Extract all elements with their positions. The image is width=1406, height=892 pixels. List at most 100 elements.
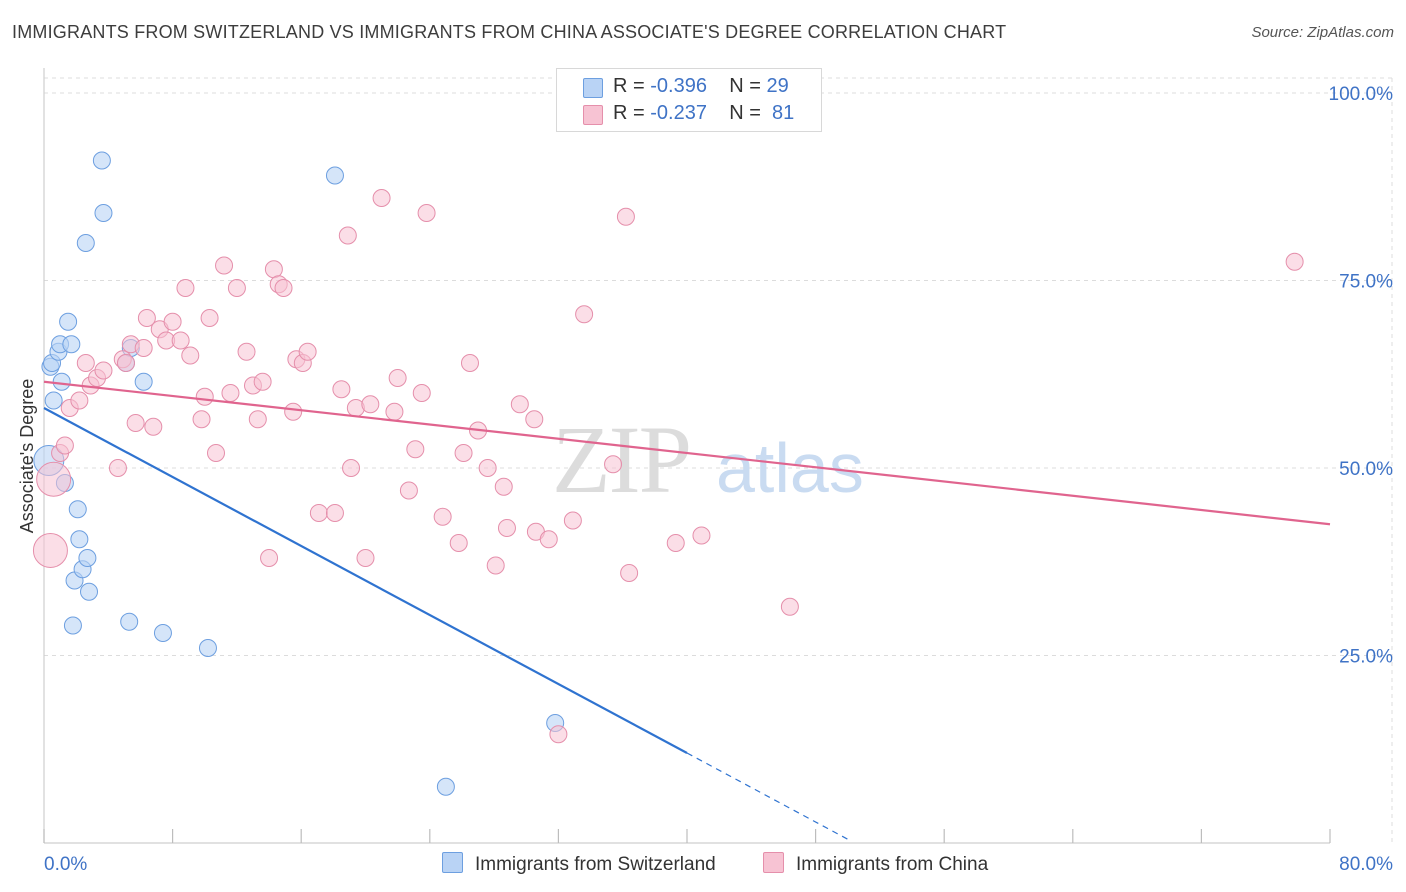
china-point [325, 504, 344, 522]
china-point [510, 395, 529, 414]
legend-n-label: N = [729, 75, 767, 97]
switzerland-point [92, 151, 111, 170]
china-point [134, 339, 153, 357]
china-point [478, 459, 497, 477]
china-point [332, 380, 351, 399]
china-point [36, 461, 72, 497]
china-point [298, 342, 317, 361]
watermark-atlas: atlas [716, 429, 864, 507]
china-point [497, 519, 516, 537]
china-point [563, 511, 582, 530]
legend-r-label: R = [613, 75, 651, 97]
china-point [494, 477, 513, 496]
switzerland-point [94, 204, 113, 222]
bottom-legend-switzerland: Immigrants from Switzerland [442, 852, 716, 876]
series-china [32, 189, 1304, 744]
switzerland-point [153, 624, 172, 642]
watermark: ZIP atlas [552, 406, 864, 513]
switzerland-point [436, 777, 455, 796]
china-point [549, 725, 568, 744]
trend-lines [43, 380, 1331, 841]
bottom-swatch-switzerland [442, 852, 463, 873]
correlation-legend: R = -0.396 N = 29 R = -0.237 N = 81 [556, 68, 822, 132]
china-point [200, 309, 219, 327]
china-point [388, 369, 407, 387]
china-point [237, 342, 256, 361]
china-point [620, 564, 639, 582]
china-point [692, 526, 711, 545]
china-point [76, 354, 95, 372]
y-tick-label: 50.0% [1339, 459, 1393, 480]
bottom-legend-china: Immigrants from China [763, 852, 988, 876]
legend-n-value: 81 [772, 102, 795, 124]
switzerland-point [76, 234, 95, 252]
china-point [94, 361, 113, 380]
y-tick-label: 100.0% [1329, 84, 1394, 105]
china-point [144, 417, 163, 436]
china-point [221, 384, 240, 402]
china-point [264, 260, 283, 279]
china-point [525, 410, 544, 429]
china-point [604, 455, 623, 474]
china-point [460, 354, 479, 372]
china-point [195, 387, 214, 406]
switzerland-point [44, 391, 63, 410]
china-point [126, 414, 145, 432]
china-point [666, 534, 685, 552]
china-point [486, 556, 505, 575]
x-tick-label-min: 0.0% [44, 854, 87, 875]
switzerland-point [68, 500, 87, 519]
china-point [163, 312, 182, 331]
china-point [406, 440, 425, 459]
china-point [55, 436, 74, 455]
china-point [309, 504, 328, 522]
china-point [616, 207, 635, 226]
chart-title: IMMIGRANTS FROM SWITZERLAND VS IMMIGRANT… [12, 22, 1007, 42]
switzerland-point [63, 616, 82, 635]
china-point [575, 305, 594, 324]
china-point [116, 354, 135, 372]
china-point [417, 204, 436, 222]
china-point [108, 459, 127, 477]
china-point [399, 481, 418, 500]
y-tick-label: 75.0% [1339, 272, 1393, 293]
legend-r-value: -0.237 [650, 102, 707, 124]
legend-n-label: N = [729, 102, 767, 124]
trend-china [43, 380, 1331, 526]
switzerland-point [59, 312, 78, 331]
china-point [207, 444, 226, 462]
china-point [342, 459, 361, 477]
china-point [284, 402, 303, 421]
source-label: Source: ZipAtlas.com [1251, 24, 1394, 41]
china-point [137, 309, 156, 327]
china-point [454, 444, 473, 462]
bottom-swatch-china [763, 852, 784, 873]
bottom-legend-label: Immigrants from Switzerland [475, 854, 716, 875]
legend-swatch-china [583, 105, 603, 125]
china-point [449, 534, 468, 552]
china-point [171, 331, 190, 350]
bottom-legend-label: Immigrants from China [796, 854, 989, 875]
switzerland-point [62, 335, 81, 354]
china-point [176, 279, 195, 297]
china-point [539, 530, 558, 549]
china-point [433, 507, 452, 526]
switzerland-point [198, 639, 217, 657]
china-point [372, 189, 391, 207]
china-point [248, 410, 267, 429]
trend-switzerland [43, 407, 688, 754]
china-point [215, 256, 234, 275]
china-point [780, 597, 799, 616]
switzerland-point [134, 372, 153, 391]
switzerland-point [120, 612, 139, 631]
china-point [192, 410, 211, 429]
switzerland-point [70, 530, 89, 549]
y-axis-title: Associate's Degree [17, 379, 37, 534]
china-point [412, 384, 431, 402]
axis-labels: 25.0% 50.0% 75.0% 100.0% 0.0% 80.0% Associate'… [17, 84, 1393, 875]
legend-n-value: 29 [766, 75, 789, 97]
china-point [32, 533, 68, 568]
china-point [274, 279, 293, 297]
legend-r-value: -0.396 [650, 75, 707, 97]
